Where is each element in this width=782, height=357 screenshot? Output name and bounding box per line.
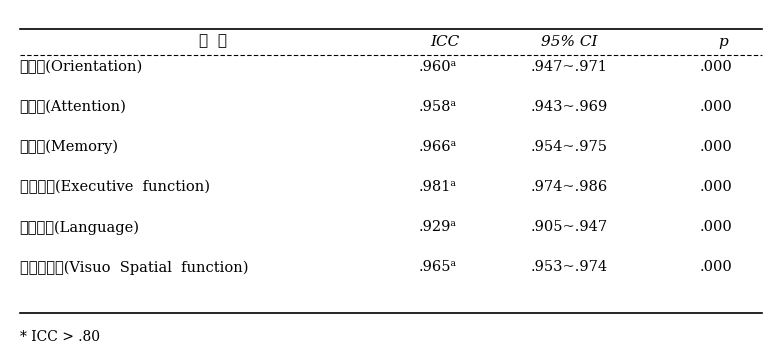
Text: .965ᵃ: .965ᵃ [418,260,457,275]
Text: .974~.986: .974~.986 [530,180,608,194]
Text: .929ᵃ: .929ᵃ [418,220,457,234]
Text: .905~.947: .905~.947 [530,220,608,234]
Text: .958ᵃ: .958ᵃ [418,100,457,114]
Text: .000: .000 [700,100,732,114]
Text: .000: .000 [700,60,732,74]
Text: .000: .000 [700,180,732,194]
Text: 지남력(Orientation): 지남력(Orientation) [20,60,143,74]
Text: .000: .000 [700,140,732,154]
Text: 주의력(Attention): 주의력(Attention) [20,100,127,114]
Text: .943~.969: .943~.969 [530,100,608,114]
Text: .000: .000 [700,260,732,275]
Text: 95% CI: 95% CI [540,35,597,49]
Text: .954~.975: .954~.975 [530,140,608,154]
Text: p: p [719,35,729,49]
Text: .966ᵃ: .966ᵃ [418,140,457,154]
Text: 기억력(Memory): 기억력(Memory) [20,140,119,154]
Text: .953~.974: .953~.974 [530,260,608,275]
Text: 항  목: 항 목 [199,35,227,49]
Text: * ICC > .80: * ICC > .80 [20,330,99,344]
Text: 시지각기능(Visuo  Spatial  function): 시지각기능(Visuo Spatial function) [20,260,248,275]
Text: .960ᵃ: .960ᵃ [418,60,457,74]
Text: ICC: ICC [431,35,460,49]
Text: 언어기능(Language): 언어기능(Language) [20,220,140,235]
Text: .000: .000 [700,220,732,234]
Text: .981ᵃ: .981ᵃ [418,180,457,194]
Text: 실행기능(Executive  function): 실행기능(Executive function) [20,180,210,194]
Text: .947~.971: .947~.971 [530,60,608,74]
